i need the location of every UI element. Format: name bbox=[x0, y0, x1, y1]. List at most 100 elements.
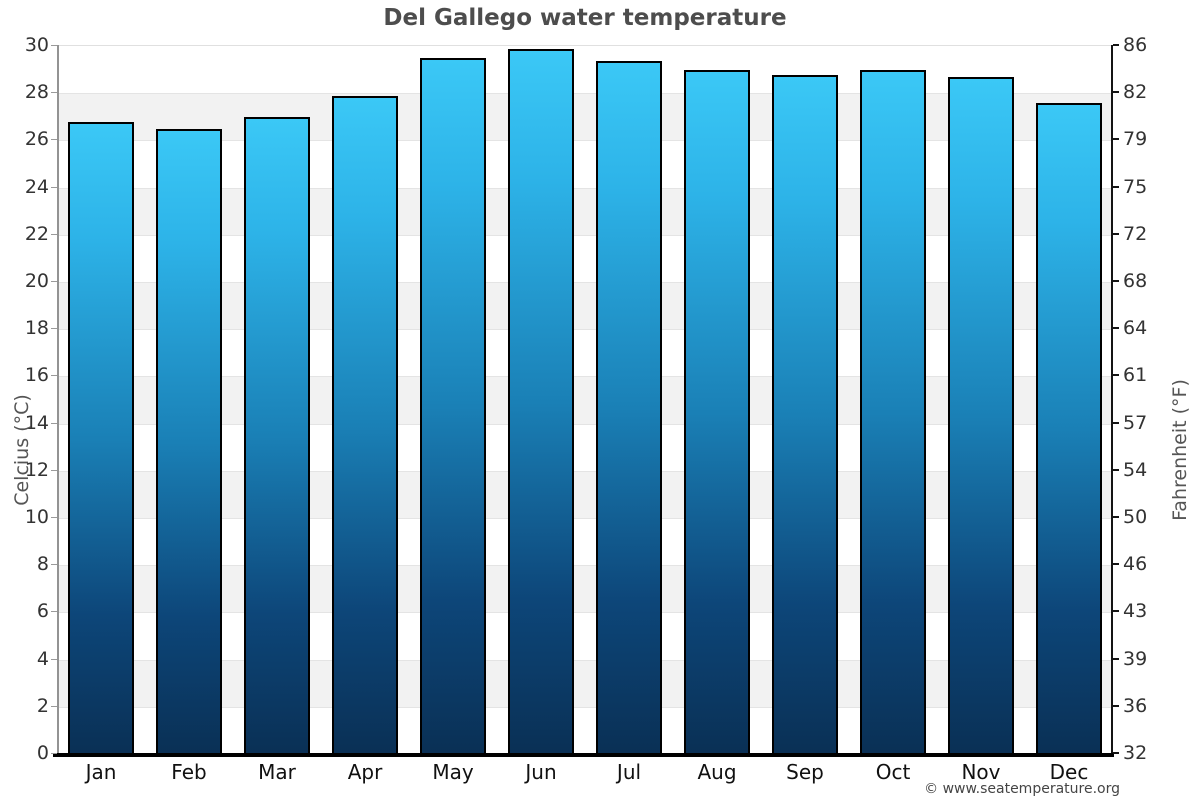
fahrenheit-tick-mark bbox=[1113, 374, 1119, 377]
celsius-tick-label: 30 bbox=[24, 34, 49, 56]
fahrenheit-tick-label: 79 bbox=[1123, 128, 1148, 151]
month-label-jun: Jun bbox=[525, 760, 557, 784]
fahrenheit-tick-label: 36 bbox=[1123, 694, 1148, 717]
celsius-tick-mark bbox=[51, 658, 57, 660]
grid-band bbox=[57, 659, 1113, 707]
fahrenheit-tick-label: 86 bbox=[1123, 34, 1148, 56]
fahrenheit-tick-label: 57 bbox=[1123, 411, 1148, 434]
bar-jan bbox=[68, 121, 134, 754]
celsius-tick-mark bbox=[51, 45, 57, 46]
fahrenheit-tick-marks bbox=[1113, 44, 1120, 757]
celsius-tick-label: 10 bbox=[24, 506, 49, 528]
month-label-jan: Jan bbox=[85, 760, 117, 784]
bar-aug bbox=[684, 69, 750, 754]
celsius-tick-label: 4 bbox=[36, 647, 49, 670]
fahrenheit-tick-label: 32 bbox=[1123, 742, 1148, 764]
fahrenheit-tick-label: 82 bbox=[1123, 81, 1148, 104]
fahrenheit-tick-mark bbox=[1113, 421, 1119, 424]
fahrenheit-tick-mark bbox=[1113, 752, 1119, 754]
copyright-attribution: © www.seatemperature.org bbox=[924, 781, 1120, 797]
grid-band bbox=[57, 140, 1113, 188]
celsius-tick-label: 2 bbox=[36, 694, 49, 717]
bar-jul bbox=[596, 60, 662, 754]
fahrenheit-tick-mark bbox=[1113, 327, 1119, 330]
fahrenheit-axis-title: Fahrenheit (°F) bbox=[1169, 379, 1191, 521]
month-label-dec: Dec bbox=[1049, 760, 1089, 784]
celsius-tick-labels: 30 28 26 24 22 20 18 16 14 12 10 8 6 4 2 0 bbox=[0, 34, 49, 764]
bar-nov bbox=[948, 77, 1014, 754]
fahrenheit-tick-label: 75 bbox=[1123, 175, 1148, 198]
celsius-tick-label: 28 bbox=[24, 81, 49, 104]
celsius-tick-mark bbox=[51, 186, 57, 188]
fahrenheit-tick-mark bbox=[1113, 610, 1119, 613]
celsius-tick-label: 24 bbox=[24, 175, 49, 198]
grid-band bbox=[57, 282, 1113, 330]
grid-band bbox=[57, 565, 1113, 613]
celsius-tick-mark bbox=[51, 517, 57, 518]
celsius-tick-mark bbox=[51, 375, 57, 377]
celsius-tick-mark bbox=[51, 564, 57, 566]
fahrenheit-tick-mark bbox=[1113, 516, 1119, 518]
month-label-sep: Sep bbox=[786, 760, 824, 784]
fahrenheit-tick-mark bbox=[1113, 138, 1119, 141]
x-axis-baseline bbox=[53, 753, 1114, 757]
grid-band bbox=[57, 329, 1113, 377]
month-label-nov: Nov bbox=[961, 760, 1001, 784]
celsius-axis-title: Celcius (°C) bbox=[11, 394, 33, 506]
celsius-tick-mark bbox=[51, 233, 57, 235]
celsius-tick-label: 8 bbox=[36, 553, 49, 576]
celsius-tick-label: 22 bbox=[24, 222, 49, 245]
celsius-tick-mark bbox=[51, 422, 57, 424]
month-label-apr: Apr bbox=[347, 760, 383, 784]
grid-band bbox=[57, 518, 1113, 566]
grid-band bbox=[57, 234, 1113, 282]
month-label-mar: Mar bbox=[258, 760, 296, 784]
bar-apr bbox=[332, 95, 398, 754]
bar-mar bbox=[244, 117, 310, 754]
celsius-tick-label: 14 bbox=[24, 411, 49, 434]
fahrenheit-tick-mark bbox=[1113, 232, 1119, 235]
celsius-tick-label: 12 bbox=[24, 458, 49, 481]
fahrenheit-tick-label: 39 bbox=[1123, 647, 1148, 670]
celsius-tick-marks bbox=[51, 45, 57, 757]
left-axis-line bbox=[57, 45, 59, 753]
fahrenheit-tick-label: 46 bbox=[1123, 553, 1148, 576]
fahrenheit-tick-labels: 86 82 79 75 72 68 64 61 57 54 50 46 43 39 36 32 bbox=[1123, 34, 1183, 764]
fahrenheit-tick-label: 64 bbox=[1123, 317, 1148, 340]
grid-band bbox=[57, 423, 1113, 471]
celsius-tick-label: 0 bbox=[36, 742, 49, 764]
celsius-tick-mark bbox=[51, 281, 57, 282]
grid-band bbox=[57, 470, 1113, 518]
month-label-oct: Oct bbox=[875, 760, 911, 784]
grid-band bbox=[57, 612, 1113, 660]
fahrenheit-tick-mark bbox=[1113, 704, 1119, 707]
fahrenheit-tick-mark bbox=[1113, 563, 1119, 566]
fahrenheit-tick-label: 50 bbox=[1123, 506, 1148, 528]
celsius-tick-label: 20 bbox=[24, 270, 49, 292]
month-label-may: May bbox=[432, 760, 474, 784]
fahrenheit-tick-mark bbox=[1113, 44, 1119, 46]
chart-plot-area bbox=[57, 45, 1113, 754]
celsius-tick-mark bbox=[51, 611, 57, 613]
fahrenheit-tick-label: 61 bbox=[1123, 364, 1148, 387]
month-label-jul: Jul bbox=[616, 760, 642, 784]
right-axis-line bbox=[1111, 45, 1113, 757]
fahrenheit-tick-mark bbox=[1113, 657, 1119, 660]
chart-title: Del Gallego water temperature bbox=[383, 5, 787, 31]
fahrenheit-tick-label: 43 bbox=[1123, 600, 1148, 623]
fahrenheit-tick-mark bbox=[1113, 185, 1119, 188]
grid-band bbox=[57, 376, 1113, 424]
fahrenheit-tick-label: 68 bbox=[1123, 270, 1148, 292]
fahrenheit-tick-mark bbox=[1113, 280, 1119, 282]
month-axis-labels: Jan Feb Mar Apr May Jun Jul Aug Sep Oct Nov Dec bbox=[57, 760, 1113, 786]
fahrenheit-tick-mark bbox=[1113, 468, 1119, 471]
grid-band bbox=[57, 187, 1113, 235]
bar-dec bbox=[1036, 103, 1102, 754]
bar-oct bbox=[860, 69, 926, 754]
bar-sep bbox=[772, 74, 838, 754]
celsius-tick-mark bbox=[51, 469, 57, 471]
grid-band bbox=[57, 46, 1113, 94]
grid-band bbox=[57, 93, 1113, 141]
fahrenheit-tick-label: 72 bbox=[1123, 222, 1148, 245]
month-label-aug: Aug bbox=[697, 760, 737, 784]
